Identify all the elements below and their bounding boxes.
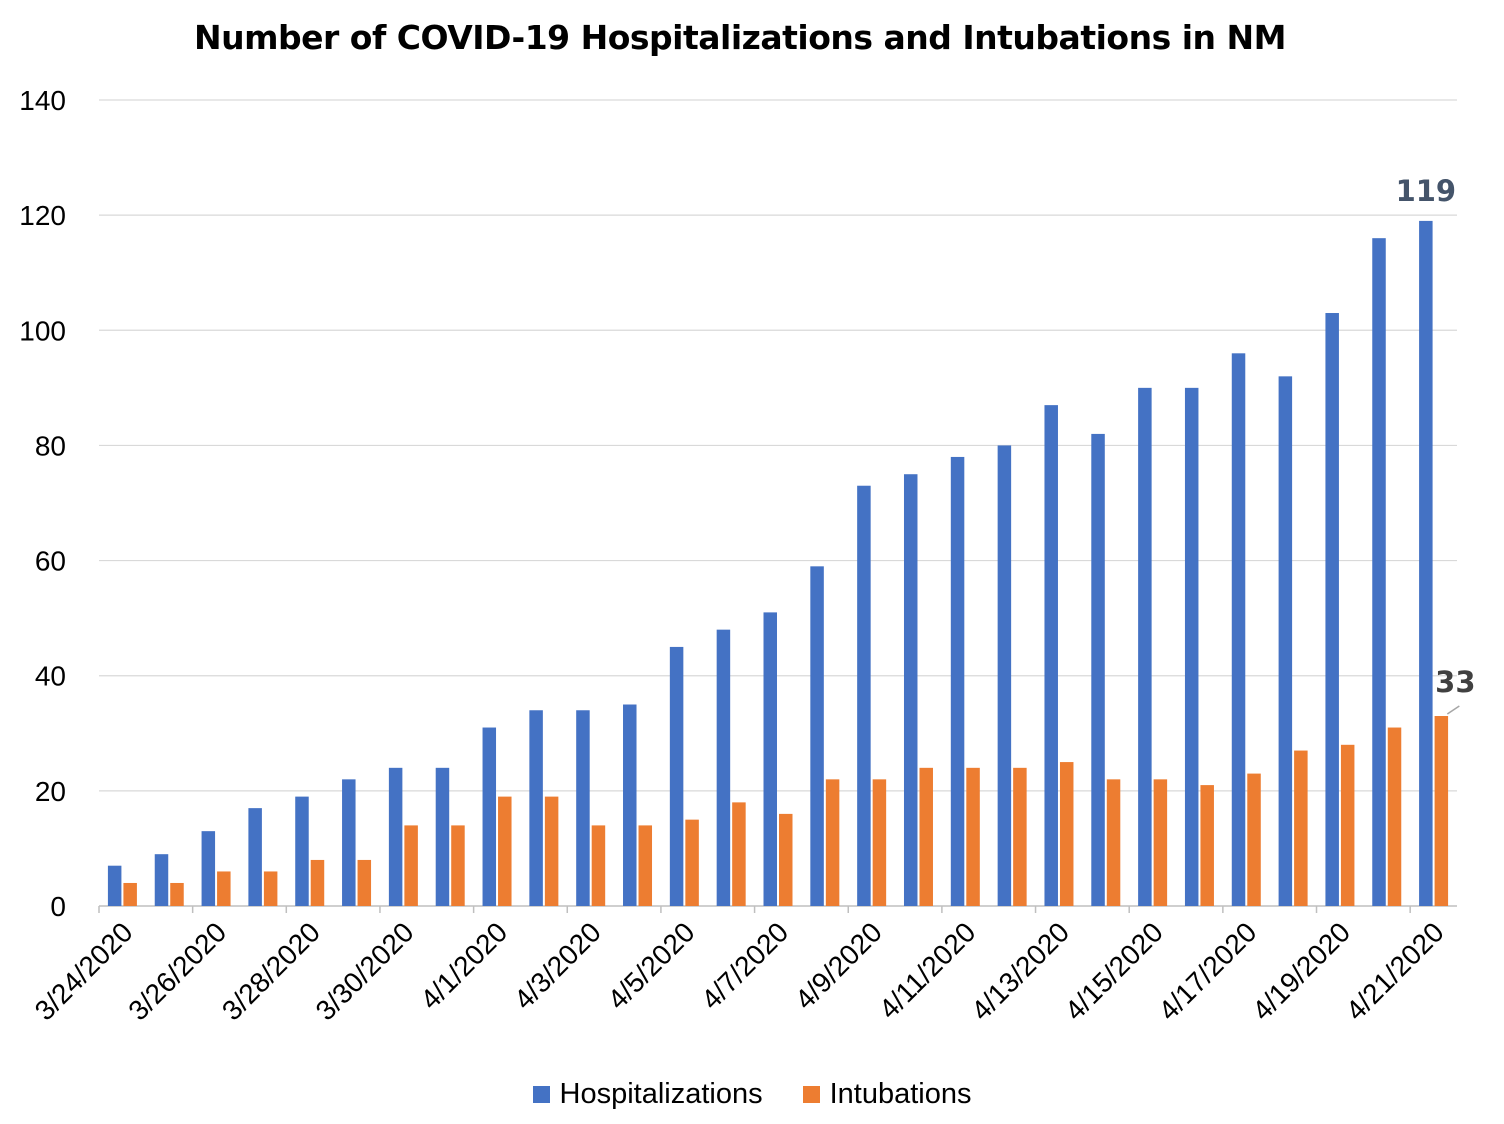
legend-swatch-hospitalizations — [532, 1086, 550, 1103]
bar-intubations — [1434, 716, 1449, 906]
bar-intubations — [919, 767, 933, 906]
bar-hospitalizations — [716, 629, 731, 906]
bar-intubations — [451, 825, 465, 906]
bar-intubations — [263, 871, 278, 906]
x-tick-label: 3/24/2020 — [29, 916, 139, 1026]
bar-hospitalizations — [997, 445, 1012, 906]
bar-intubations — [685, 819, 699, 906]
bar-hospitalizations — [295, 796, 309, 906]
bar-intubations — [217, 871, 231, 906]
bar-hospitalizations — [342, 779, 356, 906]
bar-intubations — [591, 825, 606, 906]
y-tick-label: 140 — [19, 85, 66, 116]
x-tick-label: 4/1/2020 — [414, 916, 513, 1015]
bar-intubations — [404, 825, 418, 906]
bar-intubations — [310, 859, 325, 906]
bar-hospitalizations — [669, 646, 684, 906]
bar-hospitalizations — [903, 474, 918, 906]
y-tick-label: 60 — [35, 546, 66, 577]
x-tick-label: 4/15/2020 — [1059, 916, 1169, 1026]
bar-intubations — [872, 779, 887, 906]
bar-hospitalizations — [623, 704, 637, 906]
legend-label-hospitalizations: Hospitalizations — [559, 1078, 763, 1110]
bar-intubations — [170, 882, 184, 906]
bar-hospitalizations — [1419, 220, 1433, 906]
bar-intubations — [498, 796, 512, 906]
bar-hospitalizations — [154, 854, 169, 906]
y-tick-label: 80 — [35, 430, 66, 461]
bar-intubations — [357, 859, 372, 906]
x-tick-label: 3/30/2020 — [310, 916, 420, 1026]
bar-intubations — [1247, 773, 1261, 906]
gridlines — [99, 99, 1457, 792]
bar-intubations — [779, 813, 793, 906]
bar-hospitalizations — [1044, 405, 1058, 906]
x-tick-label: 4/9/2020 — [789, 916, 888, 1015]
y-tick-label: 100 — [19, 315, 66, 346]
bar-intubations — [1106, 779, 1121, 906]
bar-hospitalizations — [107, 865, 122, 906]
leader-line — [1446, 705, 1460, 715]
bar-hospitalizations — [388, 767, 403, 906]
x-tick-label: 4/17/2020 — [1153, 916, 1263, 1026]
x-tick-label: 4/13/2020 — [965, 916, 1075, 1026]
bar-chart: 0 20 40 60 80 100 120 140 3/24/20203/26/20203/28… — [19, 85, 1476, 1026]
bar-intubations — [1387, 727, 1402, 906]
y-tick-label: 120 — [19, 200, 66, 231]
bar-intubations — [732, 802, 746, 906]
data-label-intubations: 33 — [1435, 665, 1475, 699]
y-tick-label: 40 — [35, 661, 66, 692]
bar-hospitalizations — [1325, 313, 1339, 906]
data-label-hospitalizations: 119 — [1396, 174, 1457, 208]
bar-hospitalizations — [576, 710, 590, 906]
x-tick-label: 4/7/2020 — [695, 916, 794, 1015]
x-tick-label: 4/11/2020 — [873, 916, 982, 1025]
bar-hospitalizations — [1091, 433, 1105, 906]
bar-intubations — [1340, 744, 1355, 906]
bar-intubations — [1200, 785, 1214, 906]
bar-intubations — [1294, 750, 1308, 906]
bar-intubations — [966, 767, 980, 906]
legend-label-intubations: Intubations — [829, 1078, 972, 1110]
bar-hospitalizations — [1278, 376, 1293, 906]
bar-hospitalizations — [857, 485, 871, 906]
legend-item-hospitalizations: Hospitalizations — [532, 1078, 763, 1111]
x-tick-label: 4/5/2020 — [602, 916, 701, 1015]
bar-hospitalizations — [529, 710, 543, 906]
bar-intubations — [1153, 779, 1168, 906]
bar-intubations — [638, 825, 653, 906]
bar-hospitalizations — [1184, 387, 1199, 906]
bar-hospitalizations — [201, 831, 216, 906]
x-tick-label: 3/26/2020 — [122, 916, 232, 1026]
y-tick-label: 0 — [50, 891, 66, 922]
bars — [107, 220, 1449, 906]
bar-intubations — [1059, 762, 1074, 906]
x-tick-label: 4/3/2020 — [508, 916, 607, 1015]
bar-hospitalizations — [1138, 387, 1152, 906]
legend: Hospitalizations Intubations — [0, 1078, 1504, 1111]
x-tick-label: 4/21/2020 — [1340, 916, 1450, 1026]
bar-hospitalizations — [435, 767, 450, 906]
y-tick-label: 20 — [35, 776, 66, 807]
bar-hospitalizations — [248, 808, 262, 906]
bar-hospitalizations — [1372, 238, 1386, 906]
chart-title: Number of COVID-19 Hospitalizations and … — [194, 18, 1286, 57]
labels: 119 33 — [1396, 174, 1476, 715]
legend-swatch-intubations — [802, 1086, 820, 1103]
bar-hospitalizations — [1231, 353, 1246, 906]
bar-intubations — [1013, 767, 1027, 906]
bar-hospitalizations — [810, 566, 824, 906]
x-tick-label: 3/28/2020 — [216, 916, 326, 1026]
bar-hospitalizations — [763, 612, 777, 906]
legend-item-intubations: Intubations — [802, 1078, 972, 1111]
bar-intubations — [123, 882, 137, 906]
bar-hospitalizations — [482, 727, 497, 906]
bar-intubations — [825, 779, 840, 906]
x-tick-label: 4/19/2020 — [1246, 916, 1356, 1026]
bar-intubations — [544, 796, 559, 906]
bar-hospitalizations — [950, 456, 965, 906]
